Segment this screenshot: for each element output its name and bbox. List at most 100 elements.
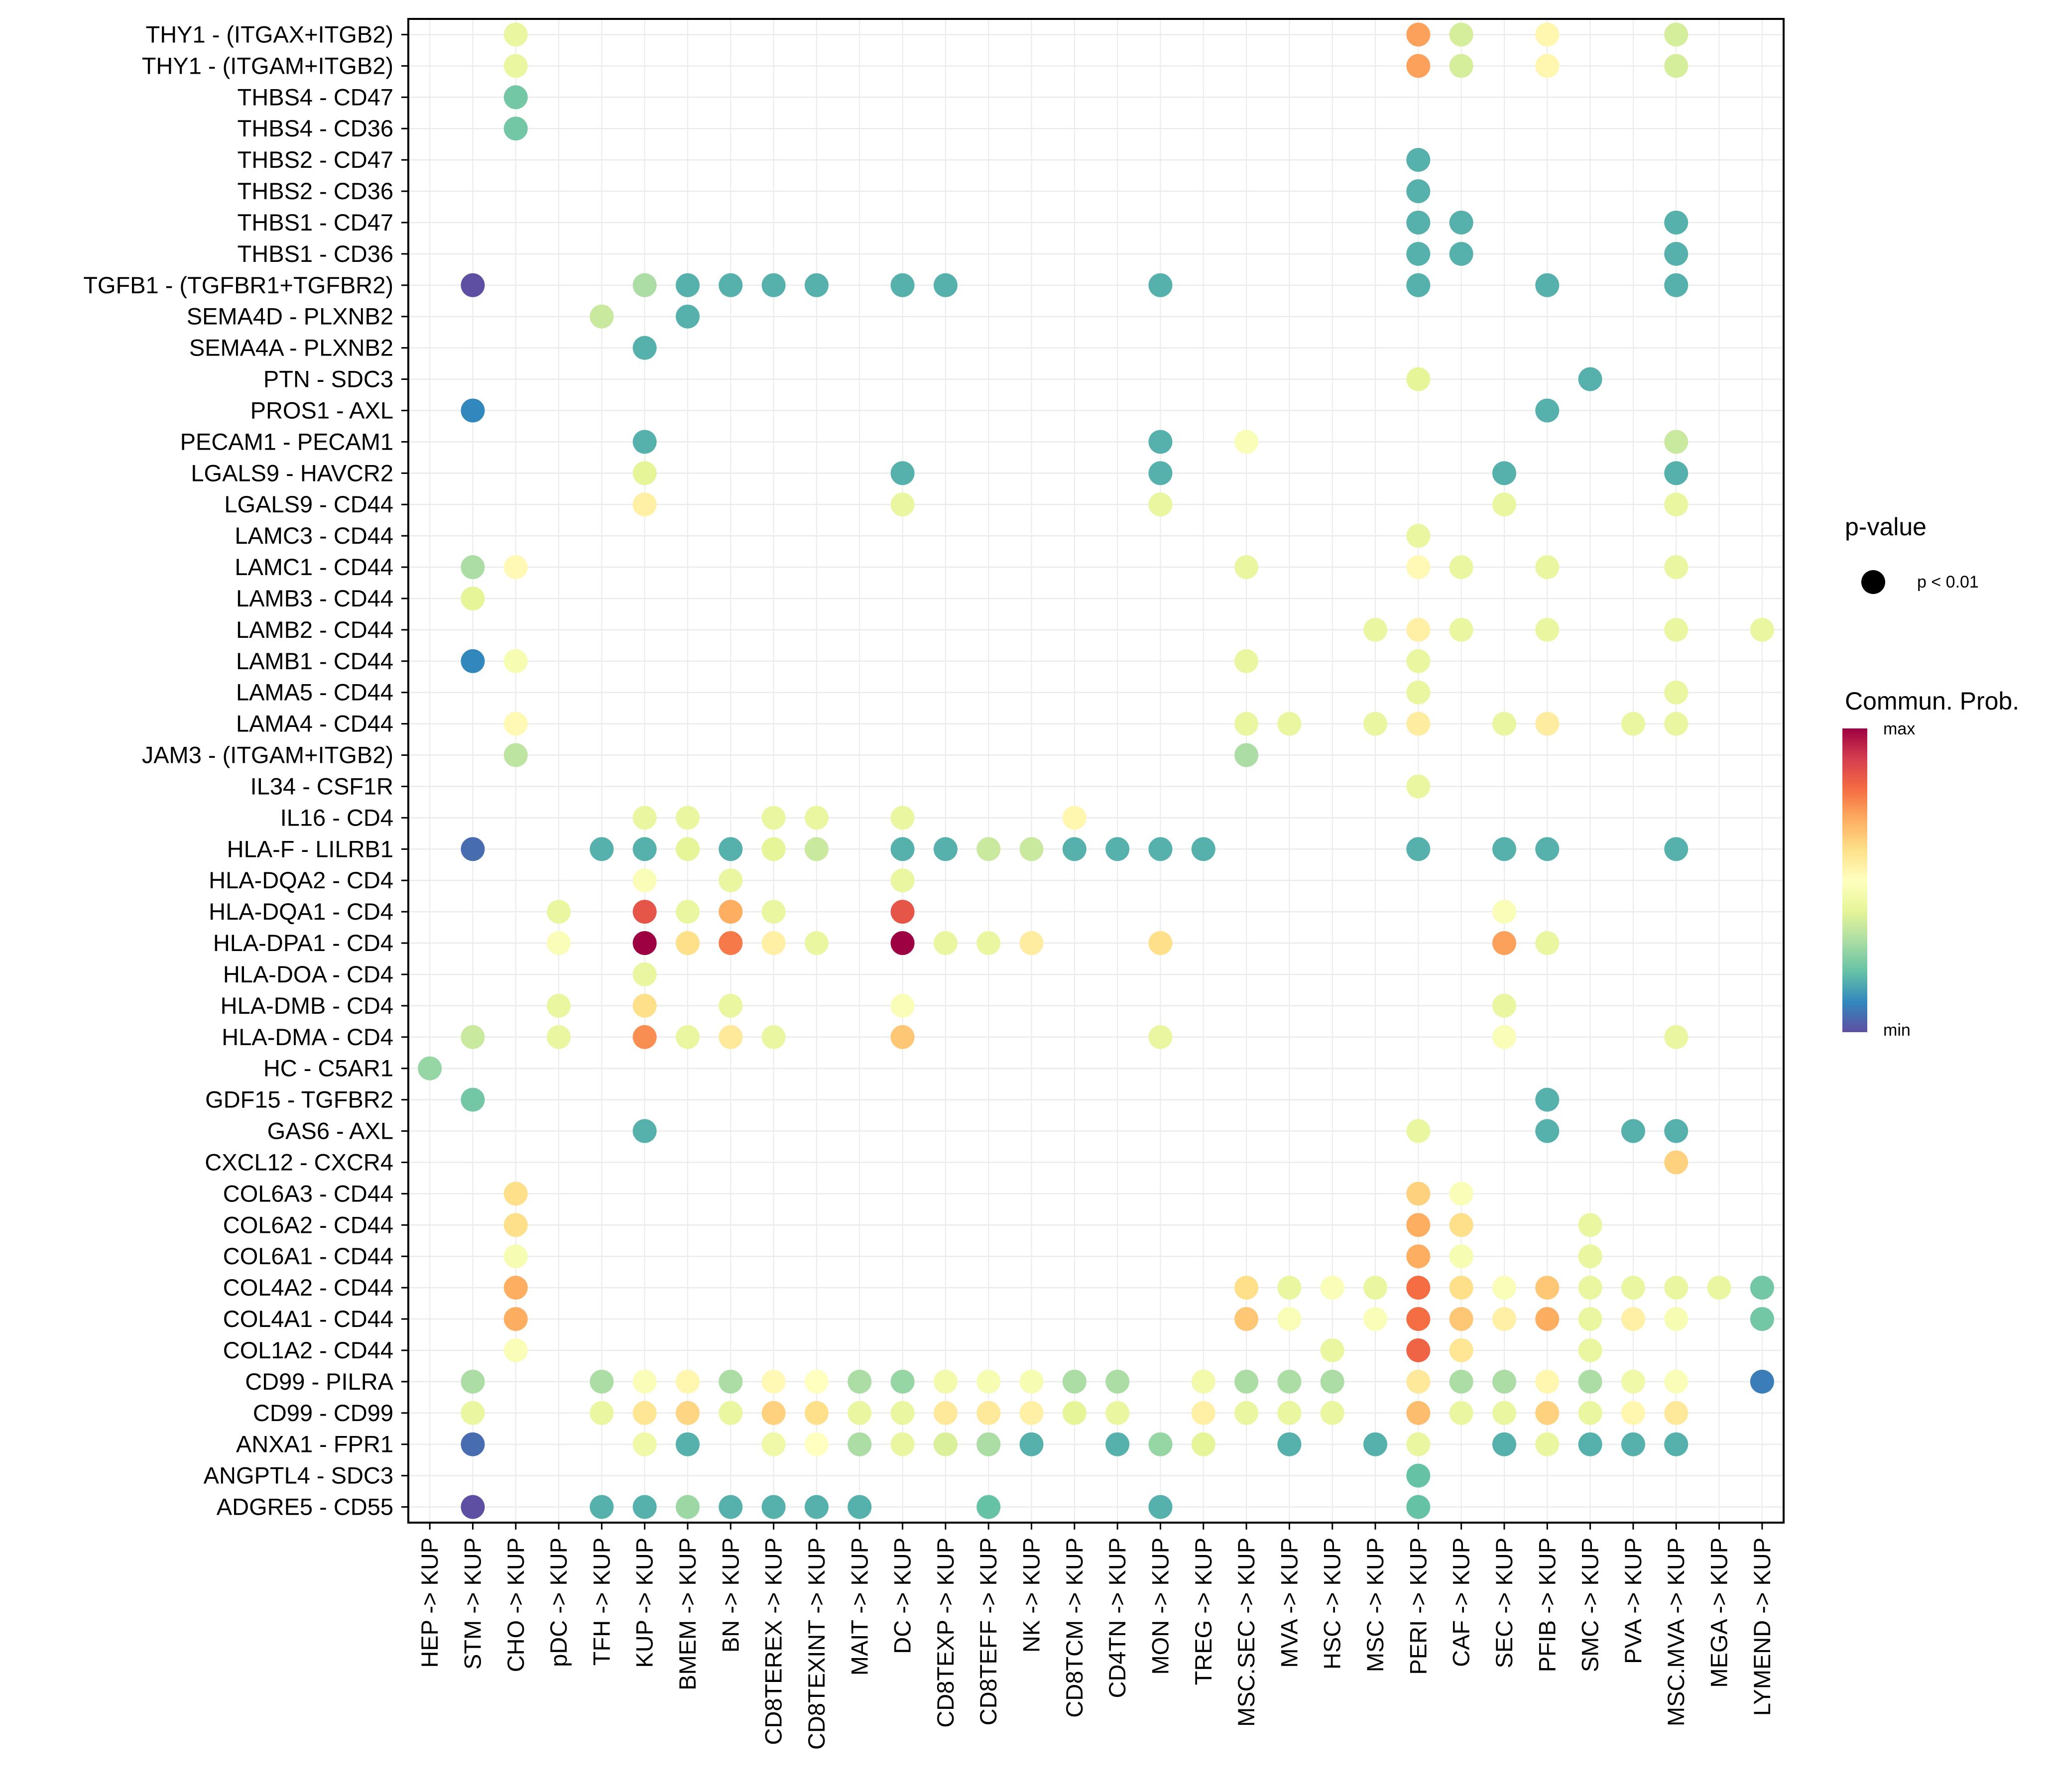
dot-point: [1105, 1432, 1130, 1456]
y-tick-label: HLA-DOA - CD4: [223, 961, 393, 987]
dot-point: [1492, 461, 1516, 485]
dot-point: [1406, 241, 1431, 266]
dot-point: [1664, 1401, 1689, 1425]
dot-point: [1492, 837, 1516, 861]
dot-point: [1148, 931, 1173, 956]
x-tick-label: PERI -> KUP: [1405, 1538, 1431, 1675]
dot-point: [804, 837, 829, 861]
dot-point: [1191, 837, 1215, 861]
dot-point: [890, 837, 915, 861]
dot-point: [1234, 1276, 1259, 1300]
y-tick-label: HLA-DMB - CD4: [221, 992, 393, 1019]
dot-point: [976, 1401, 1001, 1425]
dot-point: [1535, 555, 1560, 580]
y-tick-label: LGALS9 - HAVCR2: [191, 460, 393, 486]
dot-point: [1664, 617, 1689, 642]
y-tick-label: LAMB1 - CD44: [236, 648, 393, 674]
x-tick-label: CAF -> KUP: [1448, 1538, 1474, 1667]
x-tick-label: CD8TEXP -> KUP: [932, 1538, 959, 1728]
dot-point: [1449, 210, 1473, 235]
y-tick-label: THBS4 - CD47: [238, 84, 393, 110]
dot-point: [461, 1025, 485, 1049]
y-tick-label: COL6A1 - CD44: [223, 1243, 393, 1269]
dot-point: [1148, 1025, 1173, 1049]
dot-point: [976, 1432, 1001, 1456]
dot-point: [1406, 1182, 1431, 1206]
dot-point: [1406, 1369, 1431, 1394]
x-tick-label: TREG -> KUP: [1190, 1538, 1216, 1685]
dot-point: [1449, 1369, 1473, 1394]
dot-point: [1750, 1307, 1774, 1331]
dot-point: [632, 430, 657, 454]
x-tick-label: CD8TEFF -> KUP: [975, 1538, 1001, 1725]
x-tick-label: KUP -> KUP: [631, 1538, 658, 1668]
dot-point: [761, 1495, 786, 1519]
dot-point: [761, 837, 786, 861]
dot-point: [1449, 54, 1473, 78]
dot-point: [1277, 1307, 1302, 1331]
dot-point: [1148, 1495, 1173, 1519]
dot-point: [1406, 367, 1431, 391]
dot-point: [1664, 712, 1689, 736]
dot-point: [418, 1056, 442, 1080]
y-tick-label: IL34 - CSF1R: [250, 773, 393, 799]
dot-point: [632, 1369, 657, 1394]
dot-point: [1191, 1369, 1215, 1394]
legend: p-value p < 0.01 Commun. Prob. max min: [1842, 513, 2019, 1040]
y-tick-label: THBS1 - CD47: [238, 209, 393, 236]
dot-point: [590, 304, 614, 329]
dot-point: [1449, 1401, 1473, 1425]
dot-point: [1277, 1369, 1302, 1394]
dot-point: [719, 868, 743, 893]
x-tick-label: STM -> KUP: [459, 1538, 485, 1670]
dot-point: [1535, 712, 1560, 736]
dot-point: [804, 1369, 829, 1394]
dot-point: [804, 931, 829, 956]
x-tick-label: MEGA -> KUP: [1706, 1538, 1732, 1688]
x-tick-label: MSC.MVA -> KUP: [1663, 1538, 1689, 1726]
x-tick-label: TFH -> KUP: [588, 1538, 614, 1666]
dot-point: [503, 743, 528, 767]
dot-point: [503, 1213, 528, 1237]
dot-point: [676, 273, 700, 297]
dot-point: [890, 868, 915, 893]
y-tick-label: THBS4 - CD36: [238, 115, 393, 141]
x-tick-label: CD4TN -> KUP: [1104, 1538, 1130, 1698]
dot-point: [1535, 1307, 1560, 1331]
y-tick-label: SEMA4D - PLXNB2: [187, 303, 393, 330]
dot-point: [1234, 1307, 1259, 1331]
x-tick-label: LYMEND -> KUP: [1749, 1538, 1775, 1716]
pvalue-legend-title: p-value: [1845, 513, 1927, 541]
dot-point: [1664, 461, 1689, 485]
dot-point: [1406, 1432, 1431, 1456]
dot-point: [1535, 398, 1560, 423]
dot-point: [890, 1025, 915, 1049]
dot-point: [761, 806, 786, 830]
dot-point: [976, 837, 1001, 861]
dot-point: [804, 806, 829, 830]
x-tick-label: CHO -> KUP: [502, 1538, 529, 1672]
dot-point: [1363, 617, 1388, 642]
dot-point: [1148, 461, 1173, 485]
dot-point: [461, 1087, 485, 1112]
dot-point: [890, 806, 915, 830]
dot-point: [503, 22, 528, 47]
dot-point: [1019, 931, 1044, 956]
dot-point: [890, 461, 915, 485]
dot-point: [890, 273, 915, 297]
dot-point: [1234, 430, 1259, 454]
dot-point: [1578, 1307, 1602, 1331]
y-tick-label: ANXA1 - FPR1: [236, 1431, 393, 1457]
dot-point: [547, 900, 571, 924]
y-tick-label: THY1 - (ITGAM+ITGB2): [142, 52, 393, 79]
dot-point: [1148, 492, 1173, 517]
dot-point: [1535, 1432, 1560, 1456]
dot-point: [890, 492, 915, 517]
dot-point: [1621, 1119, 1645, 1143]
dot-point: [1234, 555, 1259, 580]
dot-point: [1406, 1276, 1431, 1300]
grid-lines: [408, 19, 1784, 1523]
x-tick-label: PFIB -> KUP: [1534, 1538, 1560, 1672]
dot-point: [719, 837, 743, 861]
